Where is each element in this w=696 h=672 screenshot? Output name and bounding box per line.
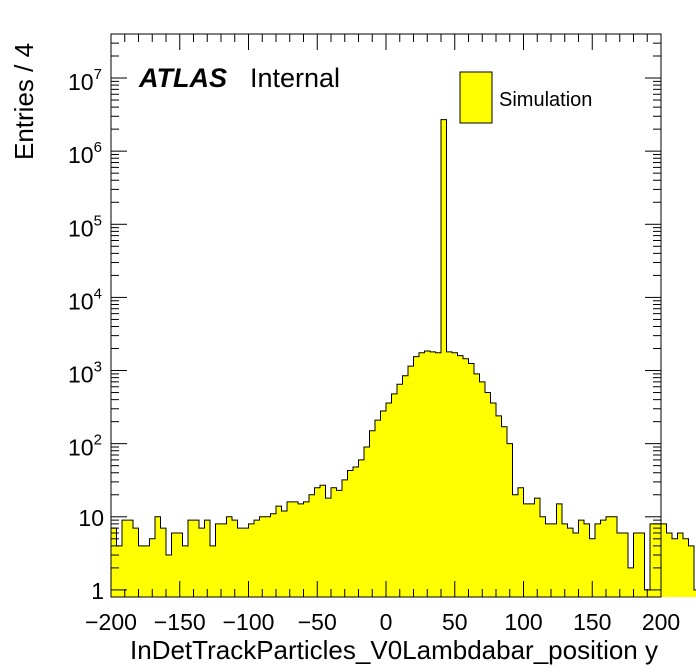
x-tick-label: −200 (85, 609, 137, 635)
x-axis-label: InDetTrackParticles_V0Lambdabar_position… (130, 635, 658, 665)
y-tick-label: 102 (68, 432, 102, 461)
histogram-fill (111, 119, 696, 597)
x-tick-label: −50 (298, 609, 337, 635)
y-tick-labels: 1 10 102 103 104 105 106 107 (68, 66, 104, 604)
y-tick-label: 10 (78, 505, 104, 531)
y-tick-label: 104 (68, 285, 102, 314)
x-tick-label: 150 (573, 609, 611, 635)
legend-swatch (459, 71, 493, 124)
legend: Simulation (459, 71, 592, 124)
histogram-series (111, 119, 696, 597)
y-axis-label: Entries / 4 (9, 43, 39, 160)
legend-label-simulation: Simulation (499, 89, 592, 111)
atlas-status-label: Internal (250, 63, 340, 93)
x-tick-label: 0 (380, 609, 393, 635)
x-tick-label: 200 (642, 609, 680, 635)
x-tick-label: 100 (504, 609, 542, 635)
x-tick-label: −100 (223, 609, 275, 635)
atlas-label: ATLAS (138, 63, 227, 93)
y-tick-label: 107 (68, 66, 102, 95)
y-tick-label: 106 (68, 139, 102, 168)
x-tick-labels: −200 −150 −100 −50 0 50 100 150 200 (85, 609, 680, 635)
axis-ticks (110, 33, 662, 597)
x-tick-label: 50 (442, 609, 468, 635)
histogram-outline (111, 119, 696, 591)
y-tick-label: 105 (68, 212, 102, 241)
y-tick-label: 1 (91, 578, 104, 604)
x-tick-label: −150 (154, 609, 206, 635)
y-tick-label: 103 (68, 359, 102, 388)
